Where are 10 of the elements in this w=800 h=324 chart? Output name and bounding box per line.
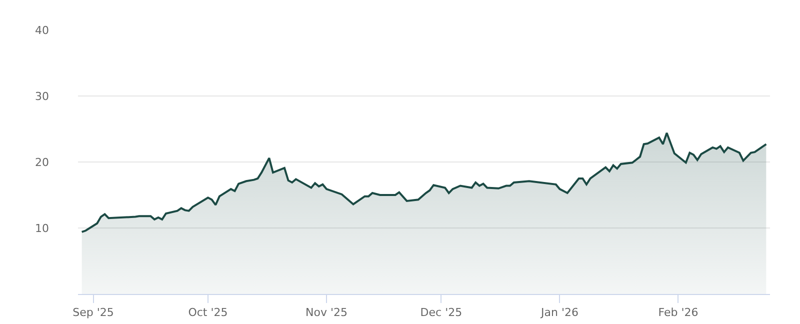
x-tick-label: Jan '26 xyxy=(540,306,578,320)
x-tick-label: Nov '25 xyxy=(306,306,348,320)
y-tick-label: 40 xyxy=(35,24,49,37)
y-tick-label: 10 xyxy=(35,222,49,235)
x-tick-label: Dec '25 xyxy=(420,306,462,320)
x-tick-label: Oct '25 xyxy=(188,306,228,320)
y-tick-label: 20 xyxy=(35,156,49,169)
x-tick-label: Sep '25 xyxy=(72,306,114,320)
x-tick-label: Feb '26 xyxy=(658,306,698,320)
y-tick-label: 30 xyxy=(35,90,49,103)
